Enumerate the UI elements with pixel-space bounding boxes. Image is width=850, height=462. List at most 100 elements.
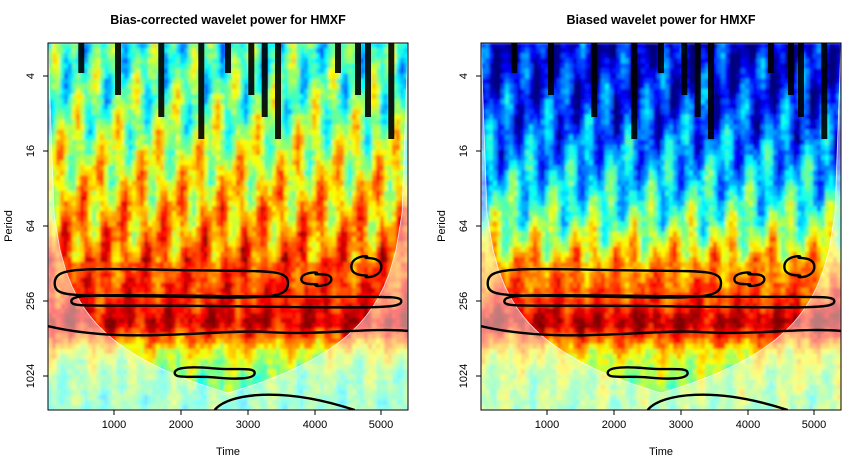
- power-cell: [144, 139, 149, 146]
- power-cell: [152, 53, 157, 59]
- power-cell: [116, 155, 121, 161]
- power-cell: [92, 287, 97, 294]
- power-cell: [312, 93, 317, 100]
- power-cell: [268, 139, 273, 146]
- power-cell: [88, 99, 93, 105]
- power-cell: [260, 211, 265, 217]
- power-cell: [120, 139, 125, 146]
- power-cell: [208, 109, 213, 115]
- power-cell: [100, 216, 105, 223]
- power-cell: [52, 73, 57, 80]
- power-cell: [364, 257, 369, 263]
- power-cell: [64, 68, 69, 75]
- power-cell: [120, 83, 125, 90]
- power-cell: [240, 124, 245, 131]
- power-cell: [216, 282, 221, 289]
- power-cell: [372, 195, 377, 202]
- power-cell: [92, 195, 97, 202]
- power-cell: [352, 277, 357, 284]
- power-cell: [292, 195, 297, 202]
- power-cell: [144, 241, 149, 248]
- power-cell: [260, 262, 265, 268]
- power-cell: [156, 134, 161, 141]
- power-cell: [56, 83, 61, 90]
- power-cell: [60, 282, 65, 289]
- power-cell: [244, 83, 249, 90]
- power-cell: [184, 190, 189, 197]
- power-cell: [304, 43, 309, 49]
- power-cell: [56, 88, 61, 95]
- power-cell: [104, 83, 109, 90]
- power-cell: [232, 190, 237, 197]
- power-cell: [284, 114, 289, 121]
- power-cell: [128, 175, 133, 182]
- power-cell: [108, 73, 113, 80]
- power-cell: [320, 93, 325, 100]
- power-cell: [232, 226, 237, 233]
- power-cell: [124, 88, 129, 95]
- power-cell: [96, 170, 101, 177]
- power-cell: [308, 216, 313, 223]
- power-cell: [284, 277, 289, 284]
- power-cell: [336, 175, 341, 182]
- power-cell: [108, 257, 113, 263]
- power-cell: [88, 63, 93, 70]
- power-cell: [184, 144, 189, 151]
- power-cell: [140, 323, 145, 330]
- power-cell: [52, 323, 57, 330]
- power-cell: [264, 236, 269, 243]
- power-cell: [116, 323, 121, 330]
- power-cell: [228, 83, 233, 90]
- power-cell: [240, 134, 245, 141]
- power-cell: [144, 287, 149, 294]
- power-cell: [136, 323, 141, 330]
- power-cell: [400, 226, 405, 233]
- power-cell: [212, 139, 217, 146]
- power-cell: [336, 221, 341, 228]
- power-cell: [276, 165, 281, 172]
- power-cell: [380, 83, 385, 90]
- power-cell: [128, 139, 133, 146]
- power-cell: [404, 201, 408, 207]
- power-cell: [84, 104, 89, 110]
- power-cell: [400, 124, 405, 131]
- power-cell: [108, 78, 113, 85]
- power-cell: [220, 221, 225, 228]
- power-cell: [208, 262, 213, 268]
- power-cell: [168, 308, 173, 314]
- power-cell: [204, 262, 209, 268]
- power-cell: [100, 88, 105, 95]
- power-cell: [132, 43, 137, 49]
- power-cell: [196, 195, 201, 202]
- power-cell: [120, 206, 125, 212]
- power-cell: [372, 201, 377, 207]
- power-cell: [340, 185, 345, 192]
- power-cell: [244, 251, 249, 258]
- power-cell: [144, 73, 149, 80]
- power-cell: [60, 78, 65, 85]
- power-cell: [380, 267, 385, 273]
- power-cell: [192, 83, 197, 90]
- power-cell: [272, 221, 277, 228]
- power-cell: [164, 53, 169, 59]
- power-cell: [108, 241, 113, 248]
- power-cell: [188, 272, 193, 279]
- power-cell: [332, 104, 337, 110]
- power-cell: [204, 206, 209, 212]
- power-cell: [116, 308, 121, 314]
- power-cell: [380, 160, 385, 166]
- power-cell: [300, 251, 305, 258]
- power-cell: [76, 99, 81, 105]
- power-cell: [316, 165, 321, 172]
- power-cell: [356, 185, 361, 192]
- power-cell: [120, 58, 125, 64]
- power-cell: [304, 236, 309, 243]
- power-cell: [284, 257, 289, 263]
- power-cell: [236, 246, 241, 253]
- power-cell: [244, 139, 249, 146]
- power-cell: [168, 226, 173, 233]
- power-cell: [216, 231, 221, 238]
- power-cell: [252, 308, 257, 314]
- power-cell: [364, 170, 369, 177]
- power-cell: [108, 139, 113, 146]
